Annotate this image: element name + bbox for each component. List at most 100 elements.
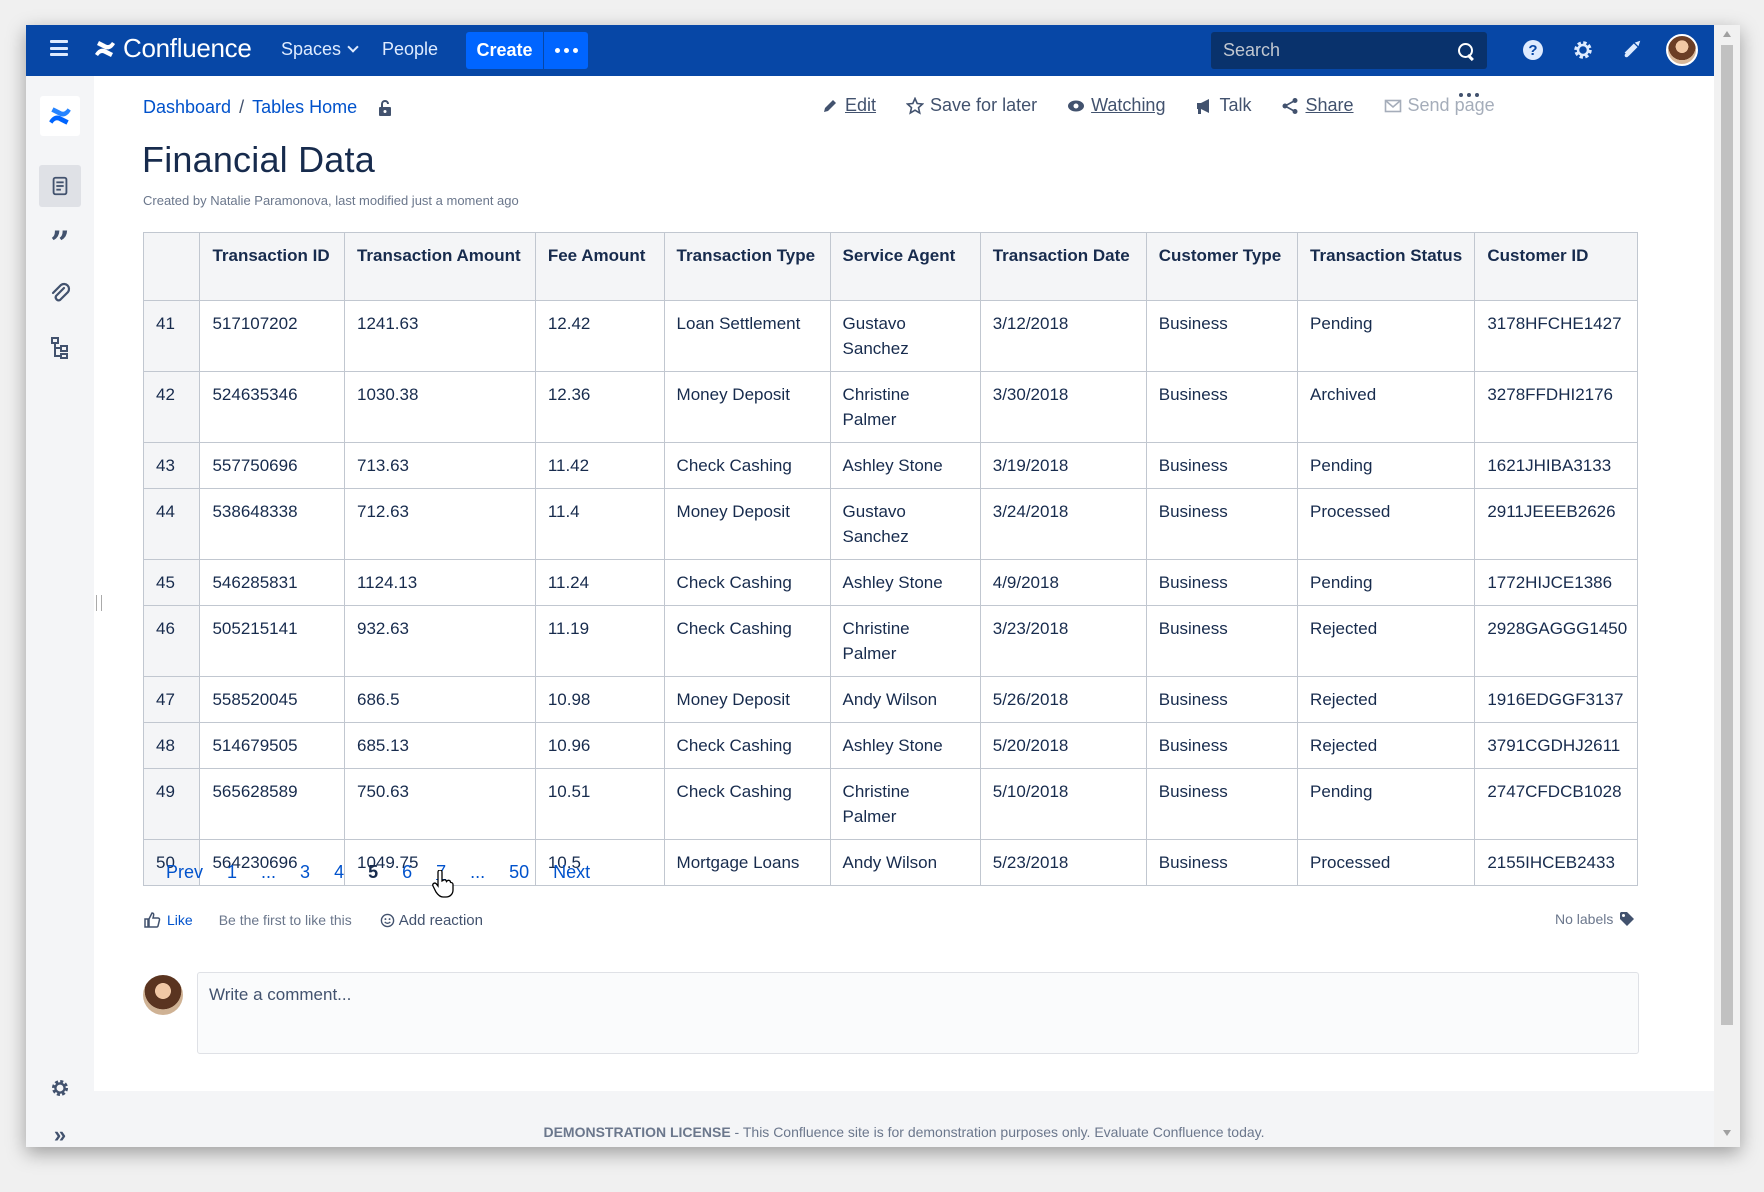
scroll-down-arrow[interactable]	[1723, 1130, 1731, 1136]
table-row: 47 558520045 686.5 10.98 Money Deposit Andy W…	[142, 676, 1638, 723]
add-reaction-label: Add reaction	[398, 911, 483, 929]
edit-button[interactable]: Edit	[821, 95, 876, 116]
table-cell: 505215141	[199, 605, 345, 677]
search-input[interactable]: Search	[1211, 32, 1487, 69]
table-cell: Ashley Stone	[829, 559, 981, 606]
search-icon[interactable]	[1457, 42, 1475, 60]
table-header[interactable]: Transaction Type	[663, 232, 831, 301]
table-header[interactable]	[142, 232, 201, 301]
breadcrumb-separator: /	[239, 97, 245, 117]
menu-icon[interactable]	[50, 40, 68, 56]
thumbs-up-icon[interactable]	[143, 911, 161, 929]
table-header[interactable]: Fee Amount	[534, 232, 665, 301]
pager-page[interactable]: 4	[334, 862, 345, 882]
table-cell: 2928GAGGG1450	[1474, 605, 1638, 677]
spaces-label: Spaces	[281, 39, 342, 59]
spaces-menu[interactable]: Spaces	[281, 39, 359, 60]
share-button[interactable]: Share	[1281, 95, 1354, 116]
page-tree-icon[interactable]	[48, 336, 72, 360]
table-header[interactable]: Service Agent	[829, 232, 981, 301]
pager-page[interactable]: 3	[300, 862, 311, 882]
pager-next[interactable]: Next	[553, 862, 591, 882]
save-for-later-label: Save for later	[930, 95, 1038, 115]
table-cell: 1241.63	[343, 300, 536, 372]
table-cell: Loan Settlement	[663, 300, 831, 372]
table-cell: 2155IHCEB2433	[1474, 839, 1638, 886]
expand-sidebar-icon[interactable]: »	[53, 1122, 67, 1147]
table-cell: Processed	[1297, 488, 1476, 560]
labels-area: No labels	[1555, 911, 1635, 927]
emoji-icon	[380, 913, 395, 927]
table-header[interactable]: Transaction ID	[199, 232, 345, 301]
table-cell: Check Cashing	[663, 442, 831, 489]
like-link[interactable]: Like	[167, 912, 193, 928]
sidebar-resize-handle[interactable]	[96, 595, 102, 611]
table-cell: Business	[1145, 442, 1299, 489]
share-label: Share	[1305, 95, 1354, 115]
notification-icon[interactable]	[1621, 38, 1643, 60]
user-avatar[interactable]	[1666, 34, 1698, 66]
table-row: 48 514679505 685.13 10.96 Check Cashing Ashle…	[142, 722, 1638, 769]
confluence-logo[interactable]: Confluence	[93, 33, 252, 64]
table-cell: 558520045	[199, 676, 345, 723]
table-header[interactable]: Customer Type	[1145, 232, 1299, 301]
page-scrollbar[interactable]	[1714, 25, 1740, 1147]
table-header[interactable]: Transaction Date	[979, 232, 1147, 301]
table-row: 44 538648338 712.63 11.4 Money Deposit Gustav…	[142, 488, 1638, 560]
table-header[interactable]: Transaction Status	[1297, 232, 1476, 301]
pager-page[interactable]: 1	[227, 862, 238, 882]
table-cell: 2747CFDCB1028	[1474, 768, 1638, 840]
table-row: 46 505215141 932.63 11.19 Check Cashing Chris…	[142, 605, 1638, 677]
table-cell: Business	[1145, 768, 1299, 840]
table-cell: 5/10/2018	[979, 768, 1147, 840]
table-header[interactable]: Transaction Amount	[343, 232, 536, 301]
table-cell: 565628589	[199, 768, 345, 840]
talk-button[interactable]: Talk	[1195, 95, 1251, 116]
table-cell: 3/30/2018	[979, 371, 1147, 443]
confluence-logo-icon	[95, 40, 115, 57]
send-page-button[interactable]: Send page	[1384, 95, 1495, 116]
breadcrumb-dashboard[interactable]: Dashboard	[143, 97, 232, 117]
attachment-icon[interactable]	[48, 281, 72, 305]
tag-icon[interactable]	[1619, 911, 1635, 927]
license-text: - This Confluence site is for demonstrat…	[730, 1124, 1265, 1140]
table-cell: Pending	[1297, 442, 1476, 489]
more-actions-icon[interactable]	[1459, 93, 1479, 97]
table-header[interactable]: Customer ID	[1474, 232, 1638, 301]
table-cell: Processed	[1297, 839, 1476, 886]
scroll-thumb[interactable]	[1721, 45, 1733, 1025]
table-cell: Gustavo Sanchez	[829, 300, 981, 372]
breadcrumb-tables-home[interactable]: Tables Home	[252, 97, 358, 117]
people-link[interactable]: People	[382, 39, 439, 59]
table-cell: 2911JEEEB2626	[1474, 488, 1638, 560]
unlock-icon[interactable]	[377, 99, 393, 117]
space-settings-icon[interactable]	[48, 1076, 72, 1100]
gear-icon[interactable]	[1571, 38, 1595, 62]
save-for-later-button[interactable]: Save for later	[906, 95, 1037, 116]
table-cell: 557750696	[199, 442, 345, 489]
table-cell: Christine Palmer	[829, 371, 981, 443]
table-cell: 517107202	[199, 300, 345, 372]
table-row: 50 564230696 1049.75 10.5 Mortgage Loans Andy…	[142, 839, 1638, 886]
pages-icon[interactable]	[39, 165, 81, 207]
pager-prev[interactable]: Prev	[166, 862, 204, 882]
commenter-avatar	[143, 975, 183, 1015]
add-reaction-button[interactable]: Add reaction	[380, 912, 483, 929]
help-icon[interactable]: ?	[1523, 40, 1543, 60]
table-cell: 11.42	[534, 442, 665, 489]
watching-button[interactable]: Watching	[1067, 95, 1165, 116]
pager-page[interactable]: 50	[509, 862, 530, 882]
table-cell: 1030.38	[343, 371, 536, 443]
table-cell: 10.51	[534, 768, 665, 840]
comment-input[interactable]: Write a comment...	[197, 972, 1639, 1054]
table-cell: 10.98	[534, 676, 665, 723]
blog-quote-icon[interactable]: ”	[50, 224, 70, 264]
create-more-button[interactable]	[544, 32, 588, 69]
create-button[interactable]: Create	[466, 32, 543, 69]
top-navigation: Confluence Spaces People Create Search ?	[26, 25, 1714, 76]
row-number-cell: 45	[142, 559, 201, 606]
scroll-up-arrow[interactable]	[1723, 31, 1731, 37]
pager-page[interactable]: 6	[402, 862, 413, 882]
space-logo[interactable]	[40, 96, 80, 136]
table-cell: Business	[1145, 676, 1299, 723]
